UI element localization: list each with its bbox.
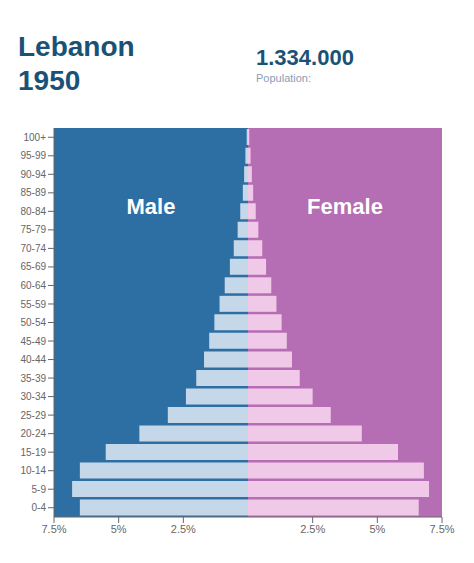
svg-text:70-74: 70-74 bbox=[20, 243, 46, 254]
svg-text:50-54: 50-54 bbox=[20, 317, 46, 328]
html-text:1950: 1950 bbox=[18, 65, 81, 96]
svg-text:7.5%: 7.5% bbox=[41, 523, 66, 535]
svg-text:5%: 5% bbox=[369, 523, 385, 535]
svg-text:20-24: 20-24 bbox=[20, 428, 46, 439]
html-text:Population:: Population: bbox=[256, 72, 311, 84]
svg-text:2.5%: 2.5% bbox=[300, 523, 325, 535]
svg-text:65-69: 65-69 bbox=[20, 261, 46, 272]
svg-text:25-29: 25-29 bbox=[20, 410, 46, 421]
svg-text:7.5%: 7.5% bbox=[429, 523, 454, 535]
svg-text:35-39: 35-39 bbox=[20, 373, 46, 384]
svg-text:90-94: 90-94 bbox=[20, 169, 46, 180]
svg-text:60-64: 60-64 bbox=[20, 280, 46, 291]
svg-text:10-14: 10-14 bbox=[20, 465, 46, 476]
svg-text:15-19: 15-19 bbox=[20, 447, 46, 458]
svg-text:55-59: 55-59 bbox=[20, 299, 46, 310]
svg-text:Male: Male bbox=[127, 194, 176, 219]
svg-text:5%: 5% bbox=[111, 523, 127, 535]
html-text:1.334.000: 1.334.000 bbox=[256, 45, 354, 70]
svg-text:0-4: 0-4 bbox=[32, 502, 47, 513]
svg-text:2.5%: 2.5% bbox=[171, 523, 196, 535]
svg-text:95-99: 95-99 bbox=[20, 150, 46, 161]
svg-text:75-79: 75-79 bbox=[20, 224, 46, 235]
svg-text:5-9: 5-9 bbox=[32, 484, 47, 495]
svg-text:100+: 100+ bbox=[23, 132, 46, 143]
svg-text:80-84: 80-84 bbox=[20, 206, 46, 217]
html-text:Lebanon: Lebanon bbox=[18, 31, 135, 62]
svg-text:30-34: 30-34 bbox=[20, 391, 46, 402]
svg-text:45-49: 45-49 bbox=[20, 336, 46, 347]
svg-text:Female: Female bbox=[307, 194, 383, 219]
svg-text:85-89: 85-89 bbox=[20, 187, 46, 198]
svg-text:40-44: 40-44 bbox=[20, 354, 46, 365]
